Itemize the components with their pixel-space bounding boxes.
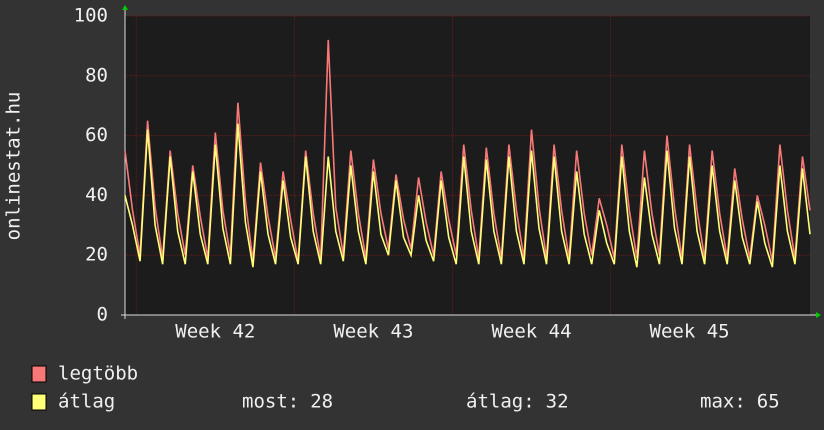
series-line — [124, 123, 811, 268]
y-tick-label: 60 — [85, 124, 108, 146]
legend-swatch — [31, 393, 47, 411]
x-tick-label: Week 45 — [650, 321, 730, 343]
legend-label: átlag — [58, 391, 115, 413]
y-tick-label: 80 — [85, 64, 108, 86]
arrow — [122, 5, 128, 10]
stat-label: átlag: — [466, 391, 535, 413]
y-axis-label: onlinestat.hu — [3, 92, 25, 241]
y-tick-label: 20 — [85, 244, 108, 266]
arrow — [816, 312, 821, 318]
series-line — [124, 39, 811, 262]
y-tick-label: 0 — [97, 304, 108, 326]
x-tick-label: Week 42 — [175, 321, 255, 343]
x-tick-label: Week 43 — [333, 321, 413, 343]
legend-swatch — [31, 365, 47, 383]
stat-value: 32 — [546, 391, 569, 413]
plot-area — [125, 16, 810, 315]
x-tick-label: Week 44 — [491, 321, 571, 343]
y-tick-label: 100 — [74, 5, 108, 27]
stat-value: 65 — [757, 391, 780, 413]
y-tick-label: 40 — [85, 184, 108, 206]
stat-value: 28 — [310, 391, 333, 413]
stat-label: most: — [242, 391, 299, 413]
legend-label: legtöbb — [58, 363, 138, 385]
stat-label: max: — [700, 391, 746, 413]
